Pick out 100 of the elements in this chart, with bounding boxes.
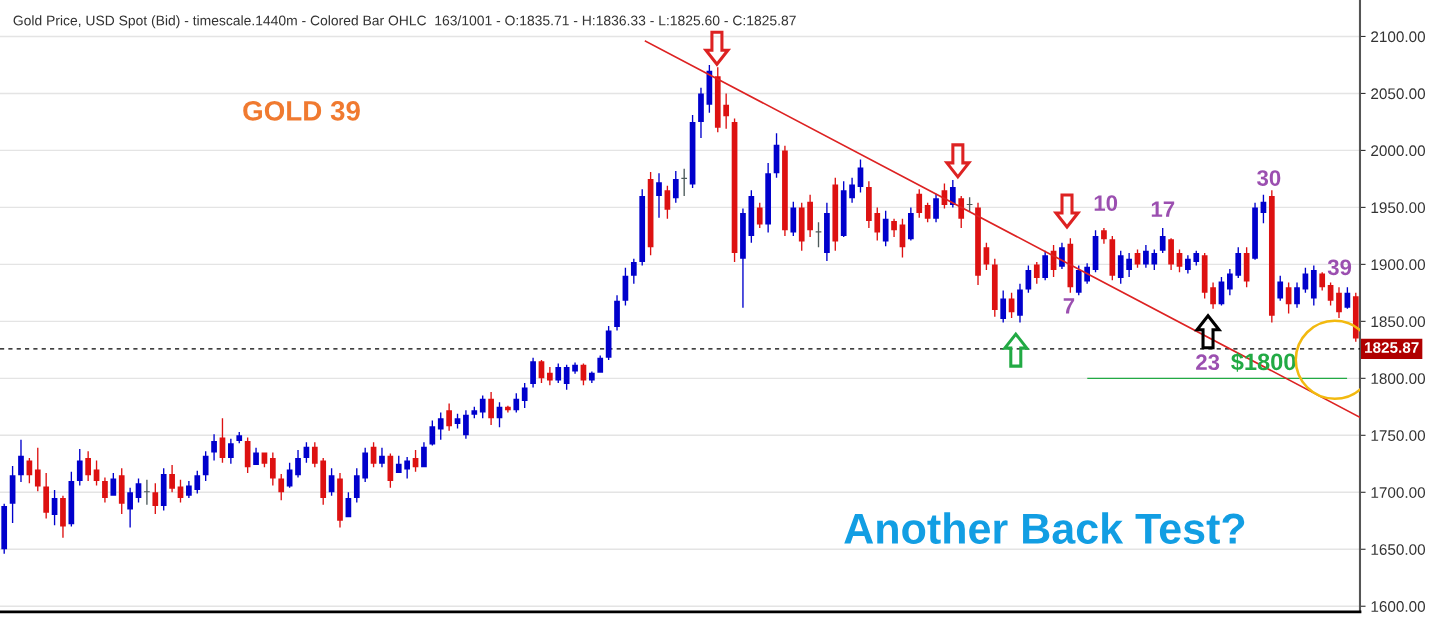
candlestick xyxy=(404,456,411,479)
annotation: 30 xyxy=(1257,170,1281,186)
candlestick xyxy=(714,67,721,133)
candlestick xyxy=(748,190,755,243)
y-tick-label: 1950.00 xyxy=(1371,202,1426,214)
annotation: 7 xyxy=(1063,298,1075,314)
y-tick-label: 1800.00 xyxy=(1371,373,1426,385)
candlestick xyxy=(295,450,301,478)
candlestick xyxy=(1000,290,1007,323)
candlestick xyxy=(1243,247,1250,288)
candlestick xyxy=(1017,283,1023,323)
candlestick xyxy=(127,487,133,528)
candlestick xyxy=(429,420,436,446)
candlestick xyxy=(236,431,243,444)
candlestick xyxy=(639,189,646,266)
candlestick xyxy=(975,202,981,285)
candlestick xyxy=(60,495,66,538)
candlestick xyxy=(555,363,562,383)
candlestick xyxy=(1319,272,1326,291)
candlestick xyxy=(1336,287,1342,318)
candlestick xyxy=(169,464,175,493)
candlestick xyxy=(1352,292,1359,342)
candlestick xyxy=(672,170,679,203)
candlestick xyxy=(1126,252,1132,277)
text: Gold Price, USD Spot (Bid) - timescale.1440m - Colored Bar OHLC 163/1001 - O:1835.71 - H:1836.33 - L:1825.60 - C:1825.87 xyxy=(13,15,796,29)
candlestick xyxy=(186,480,192,498)
candlestick xyxy=(891,218,897,238)
candlestick xyxy=(1310,265,1317,306)
candlestick xyxy=(698,87,704,138)
candlestick xyxy=(463,410,469,439)
candlestick xyxy=(916,189,923,218)
candlestick xyxy=(908,207,914,241)
candlestick xyxy=(756,202,763,228)
candlestick xyxy=(1201,252,1208,299)
candlestick xyxy=(278,474,285,501)
candlestick xyxy=(563,364,570,390)
candlestick xyxy=(85,451,91,481)
candlestick xyxy=(1117,250,1124,284)
y-tick-label: 2100.00 xyxy=(1371,31,1426,43)
candlestick xyxy=(311,442,318,468)
candlestick xyxy=(362,447,369,483)
candlestick xyxy=(1168,238,1174,271)
candlestick xyxy=(824,202,830,261)
candlestick xyxy=(1059,242,1065,269)
candlestick xyxy=(933,193,939,223)
candlestick xyxy=(1101,227,1107,244)
candlestick xyxy=(379,447,385,468)
candlestick xyxy=(765,162,771,233)
candlestick xyxy=(228,438,234,464)
candlestick xyxy=(1067,238,1074,293)
candlestick xyxy=(1185,255,1191,274)
annotation: GOLD 39 xyxy=(243,101,360,121)
candlestick xyxy=(832,177,839,251)
candlestick xyxy=(1193,250,1200,266)
candlestick xyxy=(840,181,847,238)
y-tick-label: 1700.00 xyxy=(1371,487,1426,498)
candlestick xyxy=(337,472,343,528)
candlestick xyxy=(882,210,889,247)
candlestick xyxy=(782,145,788,236)
candlestick xyxy=(513,393,520,413)
candlestick xyxy=(866,181,872,228)
y-tick-label: 1900.00 xyxy=(1371,259,1426,271)
candlestick xyxy=(790,201,797,236)
candlestick xyxy=(958,196,965,228)
candlestick xyxy=(160,468,167,511)
candlestick xyxy=(1277,275,1284,301)
candlestick xyxy=(1268,190,1275,323)
candlestick xyxy=(991,258,998,317)
candlestick xyxy=(421,442,427,468)
candlestick xyxy=(253,447,259,465)
candlestick xyxy=(656,173,662,218)
candlestick xyxy=(320,458,327,505)
candlestick xyxy=(1109,235,1116,281)
candlestick xyxy=(1151,249,1158,271)
candlestick xyxy=(1210,282,1216,309)
candlestick xyxy=(437,412,444,440)
y-tick-label: 1750.00 xyxy=(1371,430,1426,441)
candlestick xyxy=(43,472,50,519)
candlestick xyxy=(547,366,553,386)
candlestick xyxy=(471,406,478,419)
candlestick xyxy=(34,447,41,492)
y-tick-label: 1600.00 xyxy=(1371,601,1426,612)
candlestick xyxy=(286,462,293,488)
candlestick xyxy=(118,468,125,514)
candlestick xyxy=(261,452,268,468)
candlestick xyxy=(521,382,528,408)
annotation: 23 xyxy=(1196,354,1220,371)
candlestick xyxy=(269,452,276,486)
candlestick xyxy=(194,470,201,494)
candlestick xyxy=(740,208,746,308)
candlestick xyxy=(479,395,486,419)
candlestick xyxy=(488,392,494,426)
candlestick xyxy=(798,202,805,251)
candlestick xyxy=(1042,250,1049,281)
candlestick xyxy=(597,355,604,373)
candlestick xyxy=(1252,202,1258,260)
candlestick xyxy=(152,483,159,514)
candlestick xyxy=(1294,282,1300,308)
candlestick xyxy=(723,93,730,129)
candlestick xyxy=(1,503,8,554)
